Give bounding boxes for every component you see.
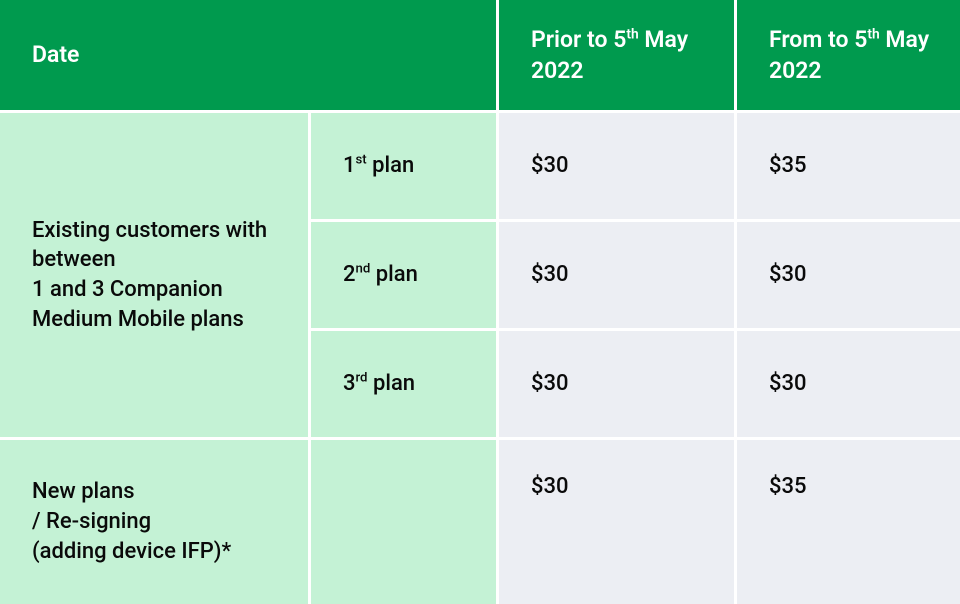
plan-2-prior: $30: [499, 222, 734, 328]
plan-3-from: $30: [737, 331, 960, 437]
new-plans-plan-col: [311, 440, 496, 604]
pricing-table: Date Prior to 5th May 2022 From to 5th M…: [0, 0, 960, 592]
new-plans-prior: $30: [499, 440, 734, 604]
plan-3-prior: $30: [499, 331, 734, 437]
plan-1-prior: $30: [499, 113, 734, 219]
plan-3-label: 3rd plan: [311, 331, 496, 437]
existing-customers-text: Existing customers with between1 and 3 C…: [32, 216, 276, 335]
plan-1-label: 1st plan: [311, 113, 496, 219]
header-date: Date: [0, 0, 496, 110]
plan-2-from: $30: [737, 222, 960, 328]
new-plans-from: $35: [737, 440, 960, 604]
plan-1-from: $35: [737, 113, 960, 219]
header-from-label: From to 5th May 2022: [769, 24, 937, 86]
header-from: From to 5th May 2022: [737, 0, 960, 110]
new-plans-label: New plans/ Re-signing(adding device IFP)…: [0, 440, 308, 604]
header-prior: Prior to 5th May 2022: [499, 0, 734, 110]
header-date-label: Date: [32, 39, 79, 70]
header-prior-label: Prior to 5th May 2022: [531, 24, 702, 86]
existing-customers-label: Existing customers with between1 and 3 C…: [0, 113, 308, 437]
plan-2-label: 2nd plan: [311, 222, 496, 328]
